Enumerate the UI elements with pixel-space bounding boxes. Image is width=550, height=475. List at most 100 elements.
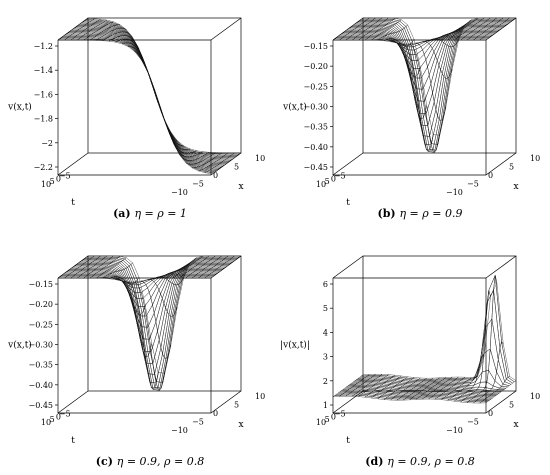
x-axis-label: x — [513, 420, 518, 430]
surface-cell — [192, 163, 201, 167]
box-edge — [57, 255, 89, 279]
surface-cell — [389, 26, 398, 33]
surface-cell — [482, 290, 491, 357]
surface-cell — [486, 369, 496, 387]
box-edge — [210, 17, 242, 41]
surface-cell — [399, 19, 408, 27]
z-tick-label: 3 — [323, 353, 328, 362]
x-tick-label: 10 — [530, 392, 540, 401]
z-tick-label: 6 — [323, 280, 328, 289]
surface-cell — [149, 343, 159, 382]
surface-cell — [435, 41, 444, 61]
t-tick-label: −5 — [334, 410, 346, 419]
surface-cell — [155, 353, 165, 389]
surface-cell — [402, 27, 411, 46]
t-axis-label: t — [346, 436, 350, 446]
box-edge — [210, 152, 242, 176]
surface-cell — [432, 64, 441, 102]
x-tick-label: 10 — [255, 154, 265, 163]
z-tick-label: −0.30 — [303, 103, 328, 112]
surface-cell — [472, 381, 481, 388]
surface-cell — [117, 262, 127, 270]
surface-cell — [114, 41, 125, 44]
panel-caption: (b) η = ρ = 0.9 — [378, 207, 463, 220]
x-tick-label: 5 — [234, 163, 239, 172]
x-tick-label: −10 — [171, 426, 188, 435]
surface-cell — [430, 59, 440, 94]
x-tick-label: −10 — [446, 426, 463, 435]
surface-cell — [120, 260, 130, 268]
z-tick-label: −0.15 — [303, 42, 328, 51]
box-back-face — [362, 17, 517, 154]
surface-cell — [479, 401, 489, 404]
t-tick-label: 10 — [41, 418, 51, 427]
surface-cell — [118, 35, 128, 40]
z-tick-label: −0.20 — [303, 62, 328, 71]
box-edge — [485, 255, 517, 279]
surface-cell — [438, 43, 448, 71]
z-tick-label: −1.2 — [34, 42, 53, 51]
t-tick-label: −5 — [334, 172, 346, 181]
surface-cell — [395, 22, 405, 30]
surface-cell — [159, 307, 168, 348]
surface-cell — [157, 277, 166, 291]
surface-cell — [506, 377, 515, 384]
surface-cell — [424, 105, 434, 144]
t-tick-label: 10 — [41, 180, 51, 189]
panel-caption: (a) η = ρ = 1 — [113, 207, 187, 220]
z-tick-label: 5 — [323, 304, 328, 313]
z-tick-label: −0.35 — [303, 123, 328, 132]
z-axis-label: v(x,t) — [7, 102, 32, 113]
t-axis-label: t — [71, 436, 75, 446]
x-tick-label: −10 — [446, 188, 463, 197]
z-tick-label: −0.45 — [303, 163, 328, 172]
surface-cell — [437, 42, 446, 66]
box-edge — [485, 17, 517, 41]
surface-cell — [160, 279, 169, 299]
surface-cell — [204, 171, 214, 174]
z-tick-label: −0.25 — [303, 82, 328, 91]
panel-caption: (c) η = 0.9, ρ = 0.8 — [96, 455, 204, 468]
surface-cell — [190, 160, 200, 164]
t-tick-label: 0 — [56, 412, 61, 421]
surface-cell — [145, 304, 155, 328]
t-tick-label: 0 — [331, 174, 336, 183]
surface-cell — [193, 167, 203, 171]
box-edge — [332, 390, 364, 414]
x-tick-label: −10 — [171, 188, 188, 197]
surface-cell — [493, 380, 502, 389]
surface-cell — [122, 258, 132, 267]
surface-cell — [189, 156, 198, 160]
z-tick-label: −1.8 — [34, 115, 53, 124]
surface-cell — [115, 263, 125, 271]
surface-cell — [163, 281, 173, 309]
surface-cell — [480, 369, 489, 383]
surface-cell — [432, 39, 441, 53]
surface-mesh — [57, 18, 242, 174]
surface-cell — [158, 277, 168, 295]
panel-caption: (d) η = 0.9, ρ = 0.8 — [365, 455, 474, 468]
caption-letter: (c) — [96, 455, 117, 468]
surface-cell — [125, 285, 134, 305]
panel-b: −0.15 −0.20 −0.25 −0.30 −0.35 −0.40 −0.45 v(x,t… — [282, 17, 540, 220]
surface-cell — [390, 25, 400, 33]
x-tick-label: 0 — [213, 409, 218, 418]
x-tick-label: −5 — [192, 180, 204, 189]
surface-cell — [157, 302, 166, 340]
z-tick-label: −1.6 — [34, 90, 53, 99]
x-tick-label: −5 — [467, 418, 479, 427]
box-edge — [57, 152, 89, 176]
z-tick-label: 2 — [323, 377, 328, 386]
box-edge — [210, 390, 242, 414]
surface-cell — [394, 23, 403, 31]
surface-cell — [501, 341, 510, 378]
box-edge — [485, 152, 517, 176]
z-tick-label: −0.15 — [28, 280, 53, 289]
surface-cell — [121, 43, 130, 47]
t-axis-label: t — [346, 198, 350, 208]
surface-cell — [130, 262, 140, 281]
surface-cell — [147, 312, 157, 340]
t-tick-label: 10 — [316, 418, 326, 427]
surface-cell — [191, 167, 201, 172]
